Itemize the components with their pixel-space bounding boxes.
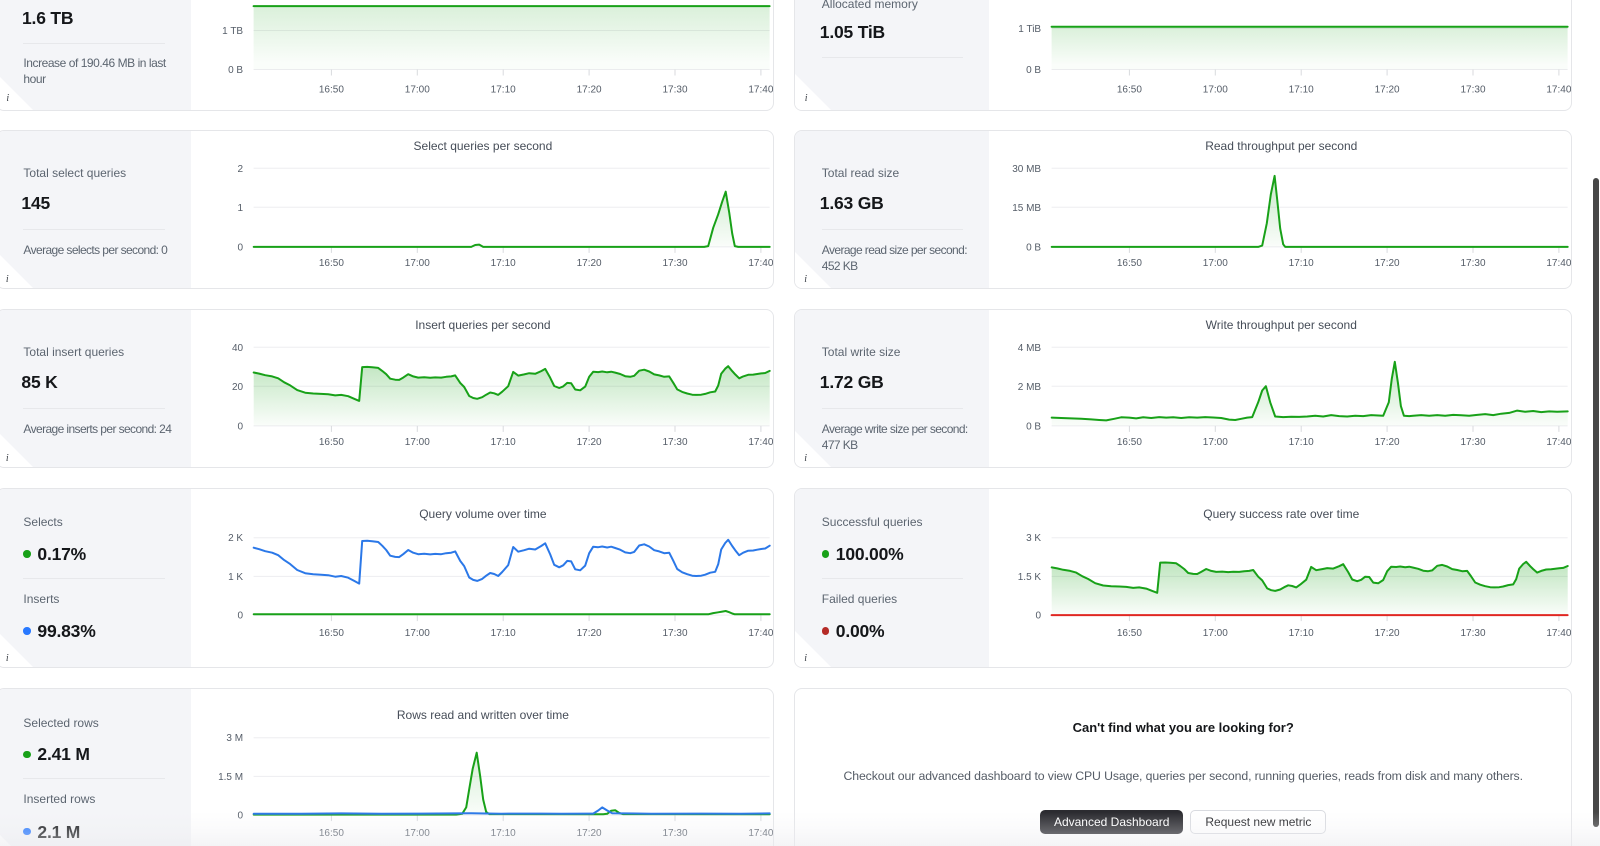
- svg-text:17:30: 17:30: [662, 437, 687, 448]
- svg-text:17:40: 17:40: [748, 84, 773, 95]
- svg-text:1: 1: [237, 203, 243, 214]
- svg-text:1.5 M: 1.5 M: [218, 772, 243, 783]
- svg-text:0 B: 0 B: [1026, 421, 1041, 432]
- svg-text:15 MB: 15 MB: [1012, 203, 1041, 214]
- svg-text:16:50: 16:50: [319, 84, 344, 95]
- svg-text:40: 40: [232, 343, 244, 354]
- svg-text:2: 2: [237, 164, 243, 175]
- svg-text:17:30: 17:30: [1461, 84, 1486, 95]
- svg-text:17:20: 17:20: [1375, 84, 1400, 95]
- svg-text:0: 0: [237, 421, 243, 432]
- svg-text:17:10: 17:10: [1289, 258, 1314, 269]
- svg-text:30 MB: 30 MB: [1012, 164, 1041, 175]
- svg-text:17:20: 17:20: [1375, 258, 1400, 269]
- svg-text:17:20: 17:20: [576, 437, 601, 448]
- svg-text:4 MB: 4 MB: [1018, 343, 1042, 354]
- svg-text:16:50: 16:50: [319, 628, 344, 639]
- svg-text:17:20: 17:20: [1375, 437, 1400, 448]
- svg-text:16:50: 16:50: [1117, 628, 1142, 639]
- svg-text:17:20: 17:20: [576, 258, 601, 269]
- svg-text:0: 0: [237, 242, 243, 253]
- svg-text:17:10: 17:10: [490, 437, 515, 448]
- svg-text:0 B: 0 B: [1026, 242, 1041, 253]
- svg-text:17:40: 17:40: [748, 828, 773, 839]
- svg-text:17:20: 17:20: [1375, 628, 1400, 639]
- svg-text:17:40: 17:40: [1547, 628, 1572, 639]
- svg-text:17:20: 17:20: [576, 628, 601, 639]
- svg-text:0: 0: [1036, 610, 1042, 621]
- svg-text:17:10: 17:10: [490, 628, 515, 639]
- svg-text:16:50: 16:50: [319, 258, 344, 269]
- svg-text:17:40: 17:40: [748, 258, 773, 269]
- svg-text:17:00: 17:00: [1203, 628, 1228, 639]
- svg-text:0 B: 0 B: [228, 65, 243, 76]
- svg-text:0 B: 0 B: [1026, 65, 1041, 76]
- svg-text:17:20: 17:20: [576, 84, 601, 95]
- svg-text:0: 0: [237, 610, 243, 621]
- svg-text:17:10: 17:10: [490, 258, 515, 269]
- svg-text:17:30: 17:30: [662, 258, 687, 269]
- svg-text:17:40: 17:40: [1547, 437, 1572, 448]
- svg-text:3 K: 3 K: [1026, 533, 1041, 544]
- svg-text:16:50: 16:50: [1117, 437, 1142, 448]
- svg-text:17:10: 17:10: [1289, 437, 1314, 448]
- svg-text:20: 20: [232, 382, 244, 393]
- svg-text:17:00: 17:00: [405, 84, 430, 95]
- svg-text:17:30: 17:30: [1461, 258, 1486, 269]
- svg-text:17:40: 17:40: [1547, 84, 1572, 95]
- svg-text:17:00: 17:00: [405, 258, 430, 269]
- svg-text:17:40: 17:40: [748, 628, 773, 639]
- svg-text:16:50: 16:50: [1117, 258, 1142, 269]
- svg-text:17:00: 17:00: [405, 437, 430, 448]
- svg-text:17:30: 17:30: [662, 828, 687, 839]
- svg-text:17:10: 17:10: [490, 84, 515, 95]
- svg-text:0: 0: [237, 811, 243, 822]
- svg-text:3 M: 3 M: [226, 733, 243, 744]
- svg-text:17:30: 17:30: [1461, 628, 1486, 639]
- svg-text:1 TiB: 1 TiB: [1018, 24, 1041, 35]
- svg-text:17:10: 17:10: [1289, 84, 1314, 95]
- svg-text:16:50: 16:50: [319, 437, 344, 448]
- svg-text:17:40: 17:40: [1547, 258, 1572, 269]
- svg-text:17:10: 17:10: [1289, 628, 1314, 639]
- svg-text:17:30: 17:30: [662, 84, 687, 95]
- svg-text:16:50: 16:50: [1117, 84, 1142, 95]
- svg-text:1 K: 1 K: [228, 571, 243, 582]
- svg-text:16:50: 16:50: [319, 828, 344, 839]
- svg-text:17:00: 17:00: [1203, 84, 1228, 95]
- svg-text:17:00: 17:00: [405, 628, 430, 639]
- svg-text:2 MB: 2 MB: [1018, 382, 1042, 393]
- svg-text:17:30: 17:30: [662, 628, 687, 639]
- svg-text:17:20: 17:20: [576, 828, 601, 839]
- svg-text:17:00: 17:00: [1203, 437, 1228, 448]
- svg-text:2 K: 2 K: [228, 533, 243, 544]
- svg-text:17:10: 17:10: [490, 828, 515, 839]
- svg-text:1.5 K: 1.5 K: [1018, 571, 1042, 582]
- svg-text:17:30: 17:30: [1461, 437, 1486, 448]
- svg-text:17:00: 17:00: [405, 828, 430, 839]
- svg-text:17:00: 17:00: [1203, 258, 1228, 269]
- svg-text:1 TB: 1 TB: [222, 26, 243, 37]
- svg-text:17:40: 17:40: [748, 437, 773, 448]
